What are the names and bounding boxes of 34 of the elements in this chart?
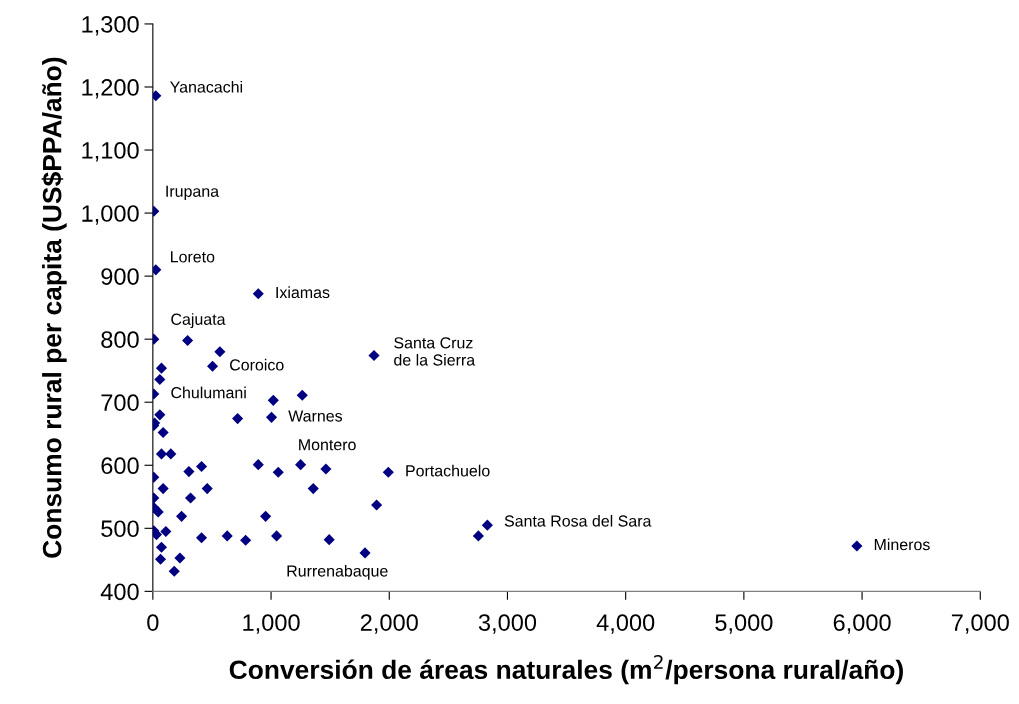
annotation: Warnes: [288, 410, 343, 422]
x-tick-label: 4,000: [596, 614, 655, 634]
y-tick-label: 1,100: [82, 142, 139, 162]
annotation: Coroico: [230, 358, 284, 371]
y-tick-label: 1,000: [82, 205, 139, 225]
annotation: Loreto: [171, 251, 215, 263]
x-tick-label: 6,000: [833, 614, 891, 634]
x-tick-label: 7,000: [951, 614, 1009, 634]
y-tick-label: 1,300: [82, 16, 139, 36]
y-axis-title: Consumo rural per capita (US$PPA/año): [41, 57, 67, 558]
x-tick-label: 2,000: [360, 614, 418, 634]
y-tick-label: 600: [101, 457, 139, 475]
annotation: Chulumani: [171, 386, 246, 399]
x-tick-label: 5,000: [715, 614, 773, 634]
annotation: Ixiamas: [276, 286, 330, 299]
annotation: Cajuata: [171, 313, 226, 329]
x-tick-label: 1,000: [243, 614, 300, 634]
annotation: Yanacachi: [170, 80, 243, 93]
y-tick-label: 700: [101, 394, 139, 412]
x-tick-label: 3,000: [478, 614, 537, 634]
annotation: Montero: [299, 439, 356, 451]
annotation: Santa Rosa del Sara: [504, 514, 652, 527]
y-tick-label: 900: [101, 268, 139, 285]
x-tick-label: 0: [147, 614, 159, 631]
annotation: Santa Cruz de la Sierra: [394, 337, 476, 366]
annotation: Mineros: [874, 538, 930, 551]
y-tick-label: 500: [101, 520, 139, 538]
annotation: Portachuelo: [406, 464, 490, 477]
y-tick-label: 1,200: [82, 79, 139, 99]
y-tick-label: 800: [101, 331, 139, 348]
annotation: Irupana: [166, 185, 220, 201]
y-tick-label: 400: [100, 583, 139, 601]
annotation: Rurrenabaque: [287, 564, 388, 580]
x-axis-title: Conversión de áreas naturales (m$^{2}$/persona rural/año): [229, 655, 903, 685]
